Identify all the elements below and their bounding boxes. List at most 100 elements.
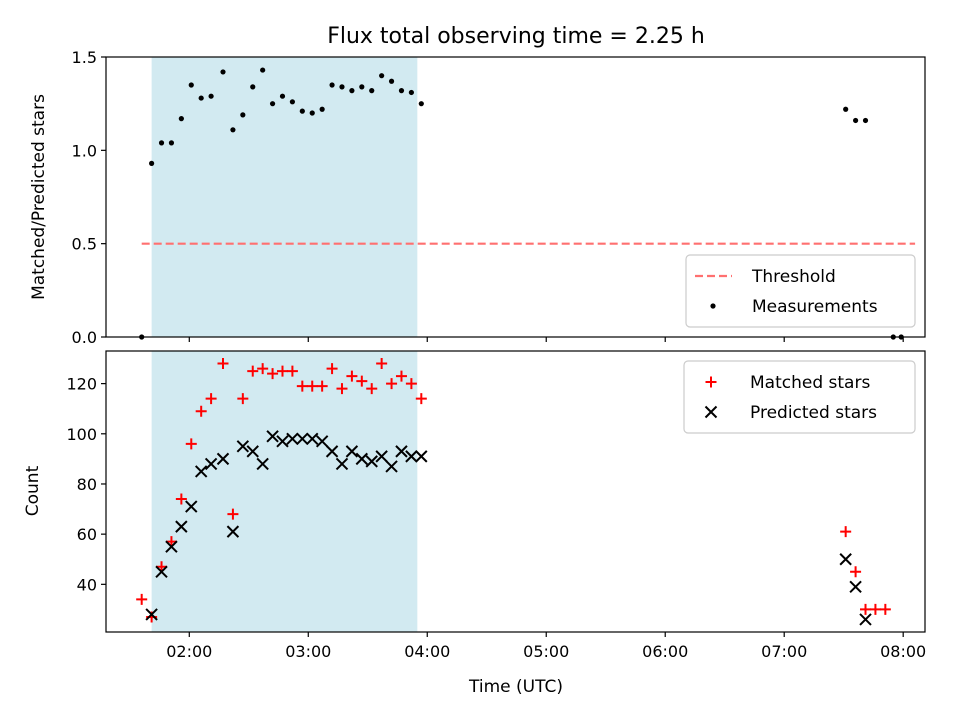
x-tick-label: 08:00 [880,642,926,661]
matched-stars-point [386,378,398,390]
matched-stars-point [257,363,269,375]
predicted-stars-point [256,457,269,471]
predicted-stars-point [155,565,168,578]
predicted-stars-point [325,445,339,458]
legend-box [685,254,916,328]
bottom-y-tick-label: 100 [66,425,97,444]
predicted-stars-point [375,450,388,463]
measurement-point [168,140,175,146]
top-y-tick-label: 1.0 [72,141,97,160]
predicted-stars-point [204,457,218,471]
matched-stars-point [195,405,207,417]
predicted-stars-point [315,435,329,448]
predicted-stars-point [405,450,418,463]
matched-stars-point [840,526,852,538]
measurement-point [339,84,345,90]
x-tick-label: 06:00 [642,642,688,661]
predicted-stars-point [145,608,158,621]
top-y-tick-label: 1.5 [72,48,97,67]
measurement-point [289,99,296,105]
measurement-point [359,84,365,90]
measurement-point [388,78,395,84]
measurement-point [269,101,276,107]
top-legend: Threshold Measurements [685,254,916,328]
measurement-point [862,117,869,124]
measurement-point [852,117,859,124]
measurement-point [843,106,849,112]
predicted-stars-point [185,500,198,513]
measurement-point [149,160,155,166]
predicted-stars-point [355,452,369,466]
predicted-stars-point [194,465,208,478]
x-tick-label: 02:00 [166,642,212,661]
matched-stars-point [405,378,417,390]
measurement-point [349,88,355,94]
bottom-y-tick-label: 120 [66,375,97,394]
legend-label: Threshold [751,267,836,287]
predicted-stars-point [345,445,359,458]
measurement-point [188,82,194,88]
measurement-point [220,69,226,75]
matched-stars-point [217,358,229,370]
matched-stars-point [267,368,279,380]
matched-stars-point [205,393,217,405]
measurement-point [408,89,414,96]
bottom-y-axis-label: Count [23,465,43,516]
bottom-panel: 40 60 80 100 120 02:00 03:00 04:00 05:00 06:00 07:… [66,350,926,661]
predicted-stars-point [839,553,852,566]
predicted-stars-point [236,440,250,453]
bottom-y-tick-label: 80 [77,475,97,494]
matched-stars-point [175,493,187,505]
top-panel: 0.0 0.5 1.0 1.5 Threshold Measurements [72,48,926,347]
matched-stars-point [336,383,348,395]
matched-stars-point [306,380,318,392]
matched-stars-point [395,370,407,382]
predicted-stars-point [286,432,299,446]
legend-label: Predicted stars [750,403,877,423]
legend-box [683,360,916,434]
predicted-stars-point [385,460,398,473]
measurement-point [250,84,256,90]
legend-label: Matched stars [750,373,870,393]
matched-stars-point [276,365,288,377]
matched-stars-point [316,380,328,392]
chart-title: Flux total observing time = 2.25 h [327,24,705,49]
predicted-stars-point [165,540,178,553]
predicted-stars-point [306,432,319,446]
legend-label: Measurements [752,297,878,317]
x-axis-label: Time (UTC) [468,677,563,697]
matched-stars-point [296,380,308,392]
bottom-y-tick-label: 40 [77,575,97,594]
x-tick-label: 07:00 [761,642,807,661]
predicted-stars-point [415,450,428,463]
measurement-point [319,106,325,112]
predicted-stars-point [226,525,240,538]
matched-stars-point [136,593,148,605]
matched-stars-point [346,370,358,382]
matched-stars-point [356,375,368,387]
matched-stars-point [415,393,427,405]
x-tick-label: 03:00 [285,642,331,661]
matched-stars-point [326,363,338,375]
bottom-legend: Matched stars Predicted stars [683,360,916,434]
measurement-point [299,108,305,114]
measurement-point [260,67,266,73]
predicted-stars-point [216,452,230,466]
measurement-point [369,88,375,94]
matched-stars-point [850,566,862,578]
matched-stars-point [237,393,249,405]
measurement-point [309,110,315,116]
matched-stars-point [286,365,298,377]
x-tick-label: 05:00 [523,642,569,661]
predicted-stars-point [246,445,259,458]
measurement-point [279,93,286,99]
matched-stars-point [879,603,891,615]
matched-stars-point [366,383,378,395]
predicted-stars-point [849,580,862,594]
measurement-point [398,88,405,94]
matched-stars-point [185,438,197,450]
matched-stars-point [227,508,239,520]
measurement-point [158,140,165,146]
measurement-point [230,127,236,133]
predicted-stars-point [296,432,309,446]
